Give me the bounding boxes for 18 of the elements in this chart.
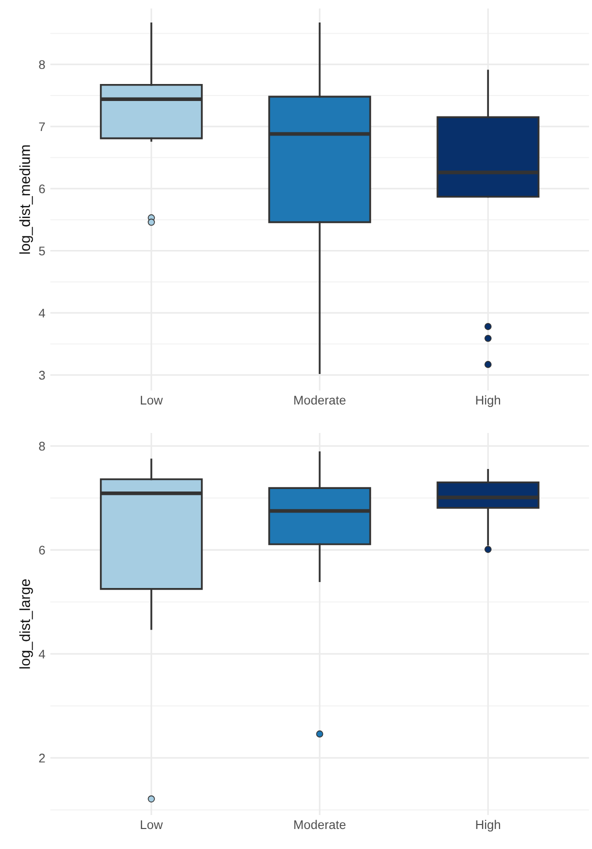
y-tick-label: 4 — [38, 650, 46, 658]
x-tick-label: Low — [140, 820, 163, 830]
x-tick-label: High — [476, 820, 500, 832]
y-axis-title: log_dist_medium — [19, 145, 33, 254]
y-tick-label: 2 — [39, 754, 45, 762]
y-tick-label: 4 — [38, 308, 46, 318]
y-tick-label: 6 — [39, 546, 45, 555]
x-tick-label: Moderate — [294, 820, 346, 830]
x-tick-label: Low — [140, 396, 163, 405]
y-axis-title: log_dist_large — [19, 579, 33, 668]
y-tick-label: 8 — [39, 60, 45, 70]
x-tick-label: Moderate — [294, 395, 346, 405]
y-tick-label: 7 — [39, 122, 45, 132]
y-tick-label: 5 — [39, 246, 45, 256]
y-tick-label: 6 — [39, 184, 45, 194]
y-tick-label: 3 — [38, 370, 45, 380]
y-tick-label: 8 — [39, 442, 45, 451]
x-tick-label: High — [476, 395, 500, 408]
